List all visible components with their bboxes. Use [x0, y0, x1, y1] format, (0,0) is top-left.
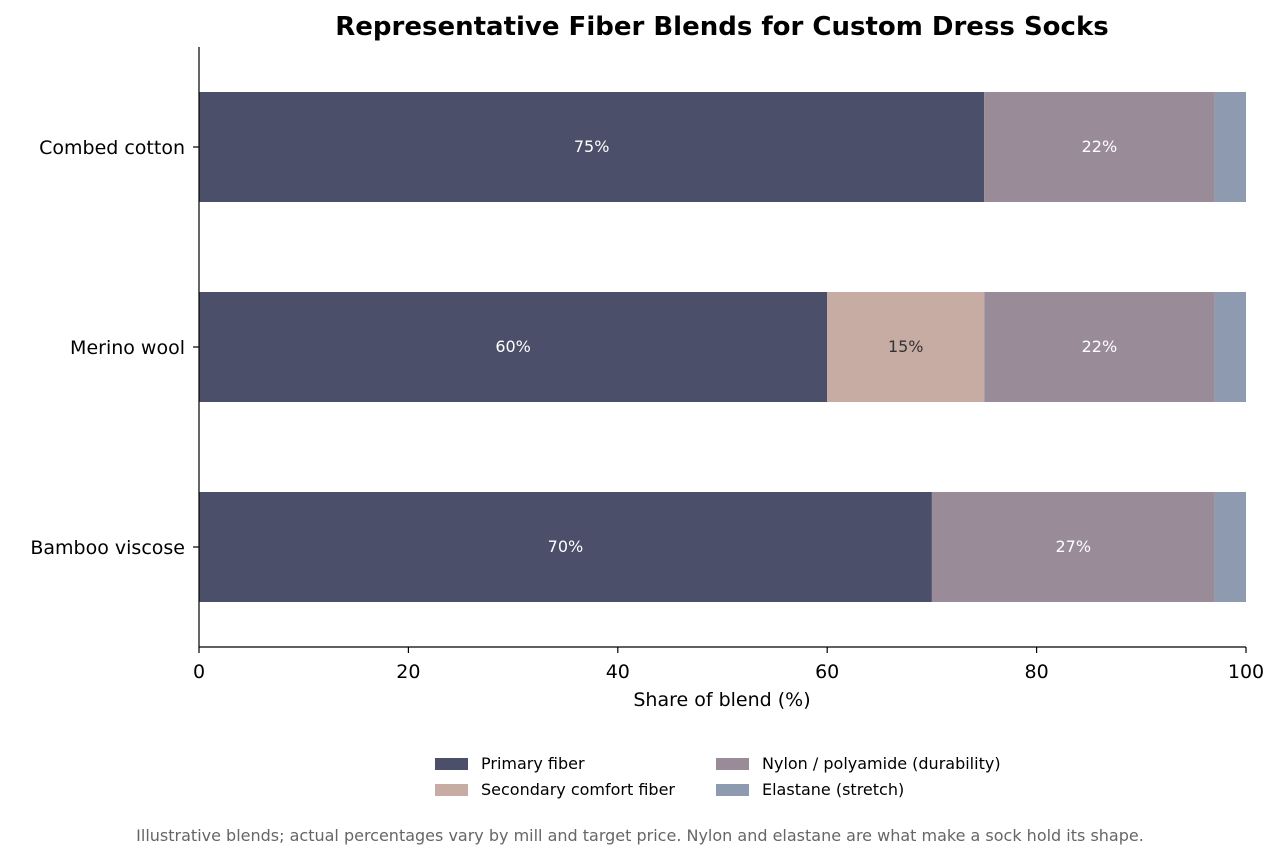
legend-label: Nylon / polyamide (durability) — [762, 754, 1001, 773]
bar-data-label: 22% — [1082, 137, 1118, 156]
bar-segment — [1214, 492, 1246, 602]
y-tick-label: Bamboo viscose — [30, 537, 185, 559]
bar-segment — [199, 292, 828, 402]
legend-label: Secondary comfort fiber — [481, 780, 676, 799]
bar-data-label: 60% — [495, 337, 531, 356]
x-tick-label: 20 — [396, 661, 420, 683]
legend-swatch — [435, 757, 468, 770]
bar-segment — [199, 92, 985, 202]
bars-group: 75% 22% 60% 15% 22% 70% 27% — [199, 92, 1246, 602]
bar-data-label: 27% — [1055, 537, 1091, 556]
bar-segment — [199, 492, 932, 602]
legend-item: Nylon / polyamide (durability) — [716, 754, 1001, 773]
y-tick-label: Merino wool — [70, 337, 185, 359]
bar-segment — [984, 292, 1215, 402]
bar-data-label: 75% — [574, 137, 610, 156]
x-axis-label: Share of blend (%) — [633, 689, 810, 711]
footnote: Illustrative blends; actual percentages … — [136, 826, 1144, 845]
axes-group: Combed cotton Merino wool Bamboo viscose 0 2… — [30, 47, 1264, 683]
legend: Primary fiber Secondary comfort fiber Nylo… — [435, 754, 1055, 806]
y-tick-label: Combed cotton — [39, 137, 185, 159]
x-tick-label: 80 — [1025, 661, 1049, 683]
legend-swatch — [435, 783, 468, 796]
x-tick-label: 0 — [193, 661, 205, 683]
x-tick-label: 100 — [1228, 661, 1264, 683]
bar-segment — [827, 292, 985, 402]
bar-segment — [984, 92, 1215, 202]
x-tick-label: 40 — [606, 661, 630, 683]
legend-item: Primary fiber — [435, 754, 585, 773]
bar-data-label: 70% — [548, 537, 584, 556]
legend-label: Elastane (stretch) — [762, 780, 905, 799]
legend-item: Elastane (stretch) — [716, 780, 904, 799]
legend-label: Primary fiber — [481, 754, 585, 773]
x-tick-label: 60 — [815, 661, 839, 683]
bar-data-label: 22% — [1082, 337, 1118, 356]
legend-swatch — [716, 757, 749, 770]
bar-data-label: 15% — [888, 337, 924, 356]
chart-title: Representative Fiber Blends for Custom D… — [335, 12, 1108, 42]
bar-segment — [1214, 292, 1246, 402]
bar-segment — [1214, 92, 1246, 202]
legend-swatch — [716, 783, 749, 796]
bar-segment — [931, 492, 1215, 602]
legend-item: Secondary comfort fiber — [435, 780, 675, 799]
